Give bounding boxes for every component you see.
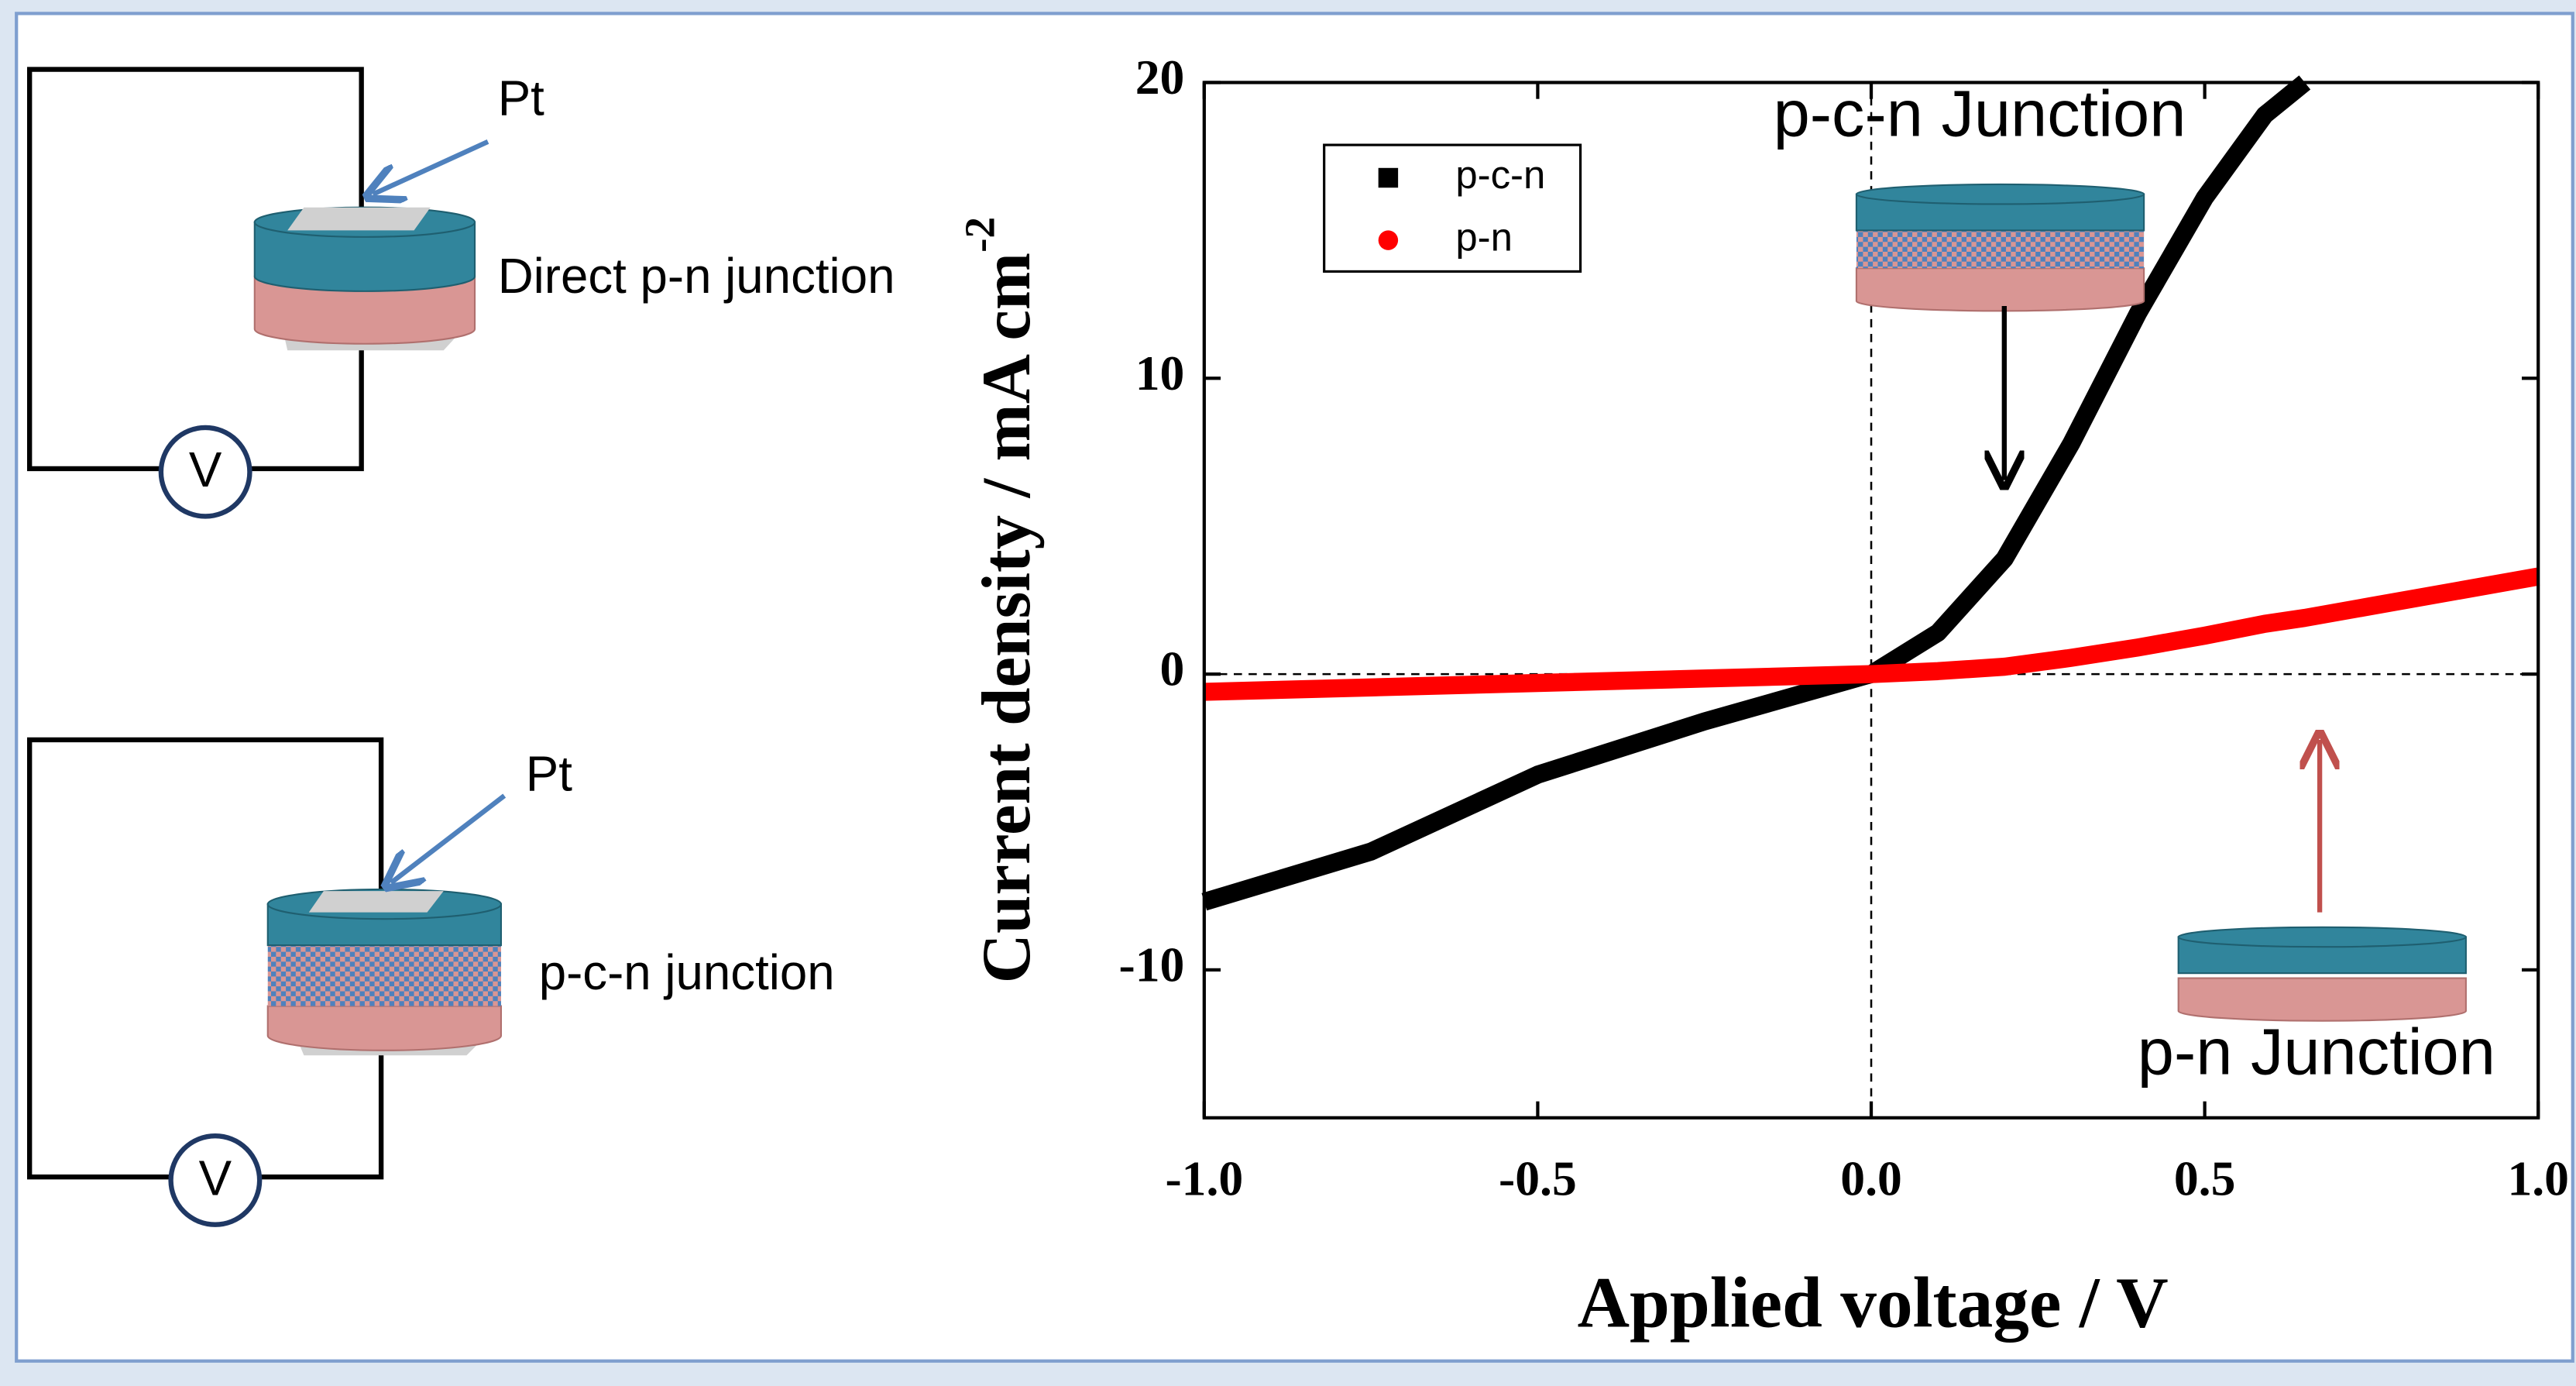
pt-electrode xyxy=(308,891,444,913)
series-line xyxy=(1201,75,2311,911)
wire xyxy=(259,1051,384,1180)
meter-label: V xyxy=(199,1150,232,1205)
y-tick-label: 20 xyxy=(1135,50,1185,105)
pn-device xyxy=(253,206,476,351)
pt-label: Pt xyxy=(526,747,572,802)
c-layer xyxy=(267,945,501,1006)
device-label: Direct p-n junction xyxy=(498,249,895,304)
meter xyxy=(168,1133,263,1227)
plot-frame xyxy=(1202,81,2540,1119)
series-line xyxy=(1204,567,2540,701)
p-top xyxy=(1855,183,2145,205)
p-layer xyxy=(253,221,476,292)
x-tick-label: -1.0 xyxy=(1165,1150,1243,1205)
annotation: p-c-n Junction xyxy=(1774,77,2186,150)
y-tick-label: 0 xyxy=(1160,641,1185,696)
legend-label: p-n xyxy=(1455,215,1513,260)
x-tick-label: 1.0 xyxy=(2507,1150,2569,1205)
inset-device xyxy=(2177,926,2467,1022)
y-axis-title: Current density / mA cm-2 xyxy=(956,217,1045,983)
pointer-arrow xyxy=(391,793,507,882)
meter-label: V xyxy=(189,442,222,497)
x-tick-label: 0.0 xyxy=(1840,1150,1902,1205)
wire xyxy=(249,345,364,472)
y-axis-title-sup: -2 xyxy=(956,217,1003,253)
n-layer xyxy=(2177,977,2467,1022)
top-circuit xyxy=(26,67,364,519)
pt-label: Pt xyxy=(498,71,544,126)
x-axis-title: Applied voltage / V xyxy=(1578,1263,2169,1343)
y-tick-label: -10 xyxy=(1119,937,1185,992)
legend-marker xyxy=(1378,167,1399,188)
legend-box xyxy=(1323,143,1582,273)
legend-label: p-c-n xyxy=(1455,153,1545,197)
bottom-circuit xyxy=(26,737,384,1227)
n-layer xyxy=(1855,267,2145,312)
y-axis-title-main: Current density / mA cm xyxy=(969,253,1045,984)
x-tick-label: -0.5 xyxy=(1499,1150,1577,1205)
meter xyxy=(158,425,252,519)
inset-device xyxy=(1855,183,2145,312)
wire xyxy=(26,737,384,1180)
n-layer xyxy=(253,275,476,345)
device-label: p-c-n junction xyxy=(539,945,835,1000)
annotation: p-n Junction xyxy=(2138,1015,2495,1089)
x-tick-label: 0.5 xyxy=(2174,1150,2236,1205)
legend-marker xyxy=(1378,230,1399,250)
wire xyxy=(26,67,364,472)
pcn-device xyxy=(266,888,503,1056)
c-layer xyxy=(1856,230,2145,269)
p-top xyxy=(2177,926,2467,948)
y-tick-label: 10 xyxy=(1135,346,1185,401)
pointer-arrow xyxy=(373,139,489,194)
pt-electrode xyxy=(287,207,431,231)
chart: -1.0 -0.5 0.0 0.5 1.0 -10 0 10 20 p-c-n p-n xyxy=(1119,50,2569,1205)
n-layer xyxy=(266,1005,503,1051)
